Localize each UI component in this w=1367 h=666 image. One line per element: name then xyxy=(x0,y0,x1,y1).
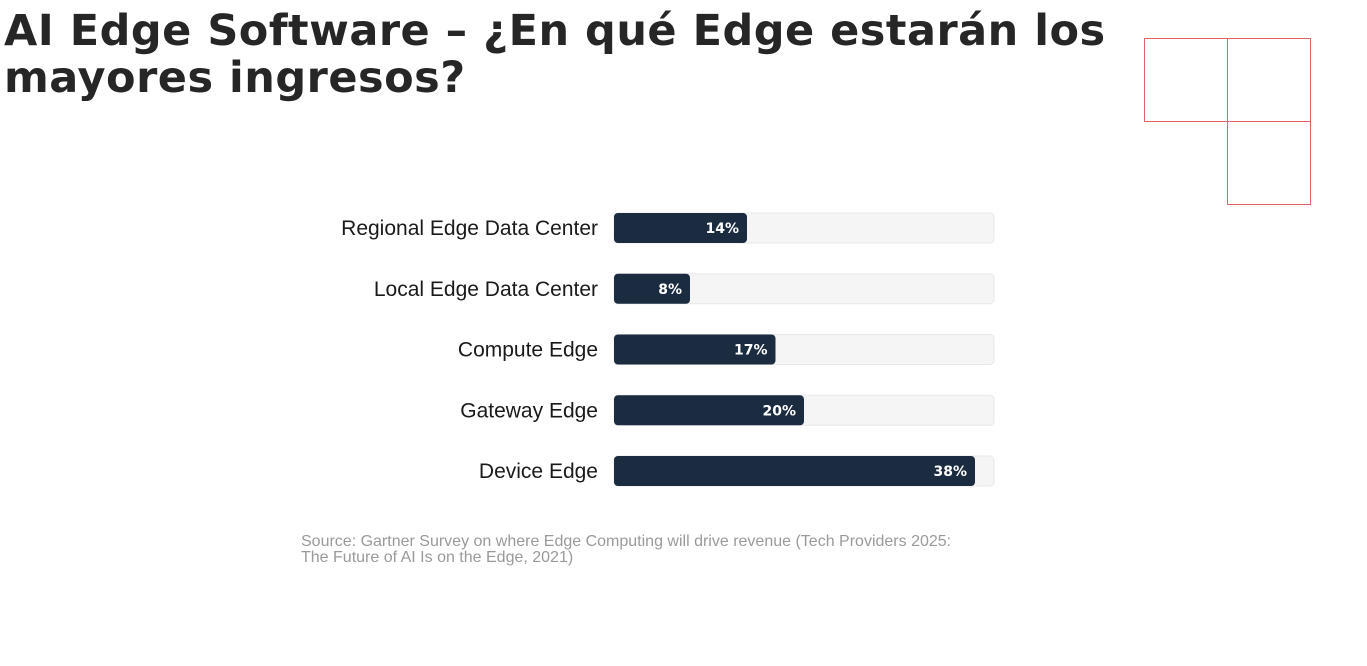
bar-value-label: 38% xyxy=(933,464,967,480)
category-label: Local Edge Data Center xyxy=(374,278,598,301)
bar-value-label: 17% xyxy=(734,343,768,359)
bar-row: 38% Device Edge xyxy=(479,455,995,487)
category-label: Regional Edge Data Center xyxy=(341,217,598,240)
category-label: Compute Edge xyxy=(458,339,598,362)
bar-value-label: 14% xyxy=(705,221,739,237)
bar-row: 8% Local Edge Data Center xyxy=(374,273,995,305)
decorative-square-bottom xyxy=(1227,121,1311,205)
bar-row: 20% Gateway Edge xyxy=(460,394,995,426)
category-label: Gateway Edge xyxy=(460,399,598,422)
bar xyxy=(614,395,804,426)
source-note: Source: Gartner Survey on where Edge Com… xyxy=(301,533,952,566)
bar-value-label: 8% xyxy=(658,282,682,298)
bar xyxy=(614,334,776,365)
bar xyxy=(614,273,690,304)
bar-value-label: 20% xyxy=(762,403,796,419)
bar xyxy=(614,456,975,486)
bar-row: 14% Regional Edge Data Center xyxy=(341,212,995,244)
bar xyxy=(614,213,747,243)
category-label: Device Edge xyxy=(479,460,598,483)
slide-title: AI Edge Software – ¿En qué Edge estarán … xyxy=(4,6,1106,103)
bar-row: 17% Compute Edge xyxy=(458,334,995,365)
